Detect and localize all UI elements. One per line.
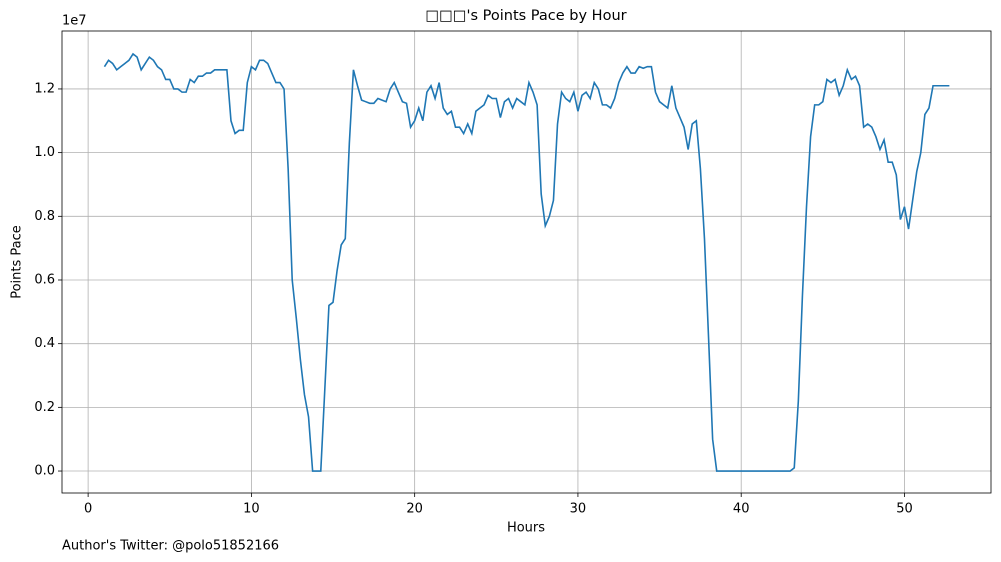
footer: Author's Twitter: @polo51852166 [62,539,279,554]
y-tick-label: 0.0 [34,464,55,479]
x-tick-label: 0 [84,502,92,517]
y-offset-label: 1e7 [62,14,87,29]
chart-title: □□□'s Points Pace by Hour [425,8,626,24]
y-tick-label: 0.6 [34,272,55,287]
x-tick-label: 30 [570,502,587,517]
y-axis-label: Points Pace [10,225,25,299]
x-tick-label: 40 [733,502,750,517]
y-tick-label: 0.8 [34,209,55,224]
data-line [103,52,950,472]
y-tick-label: 1.0 [34,145,55,160]
y-tick-label: 0.4 [34,336,55,351]
y-tick-label: 0.2 [34,400,55,415]
y-tick-label: 1.2 [34,81,55,96]
x-tick-label: 10 [243,502,260,517]
x-tick-label: 20 [406,502,423,517]
x-axis-label: Hours [507,521,545,536]
plot-frame [61,30,992,494]
x-tick-label: 50 [896,502,913,517]
